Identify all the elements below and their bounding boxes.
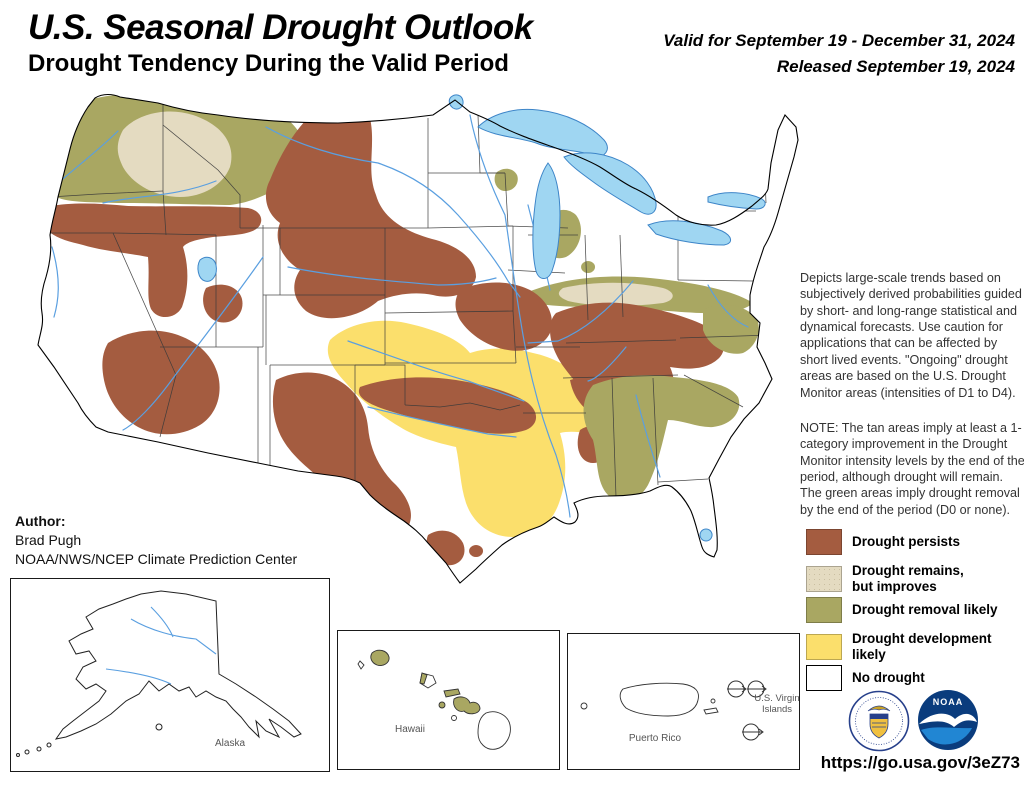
shield-icon [869, 713, 889, 739]
island-vieques [703, 707, 719, 715]
drought-persists-regions [42, 118, 724, 566]
virgin-islands-label: U.S. Virgin Islands [754, 693, 800, 716]
island-kauai [370, 649, 390, 666]
department-of-commerce-seal [848, 690, 910, 752]
outlook-description: Depicts large-scale trends based on subj… [800, 271, 1022, 400]
island-lanai [438, 701, 446, 709]
info-url: https://go.usa.gov/3eZ73 [820, 753, 1020, 772]
legend-swatch-improves [806, 565, 842, 592]
author-name: Brad Pugh [15, 531, 82, 548]
lake-of-the-woods [448, 94, 464, 110]
hawaii-map [357, 649, 511, 750]
legend-swatch-development [806, 633, 842, 660]
alaska-rivers [105, 606, 217, 685]
island-kahoolawe [451, 715, 457, 721]
lake-michigan [532, 162, 561, 279]
lake-okeechobee [699, 528, 713, 542]
valid-period-line: Valid for September 19 - December 31, 20… [663, 31, 1015, 50]
island-niihau [357, 660, 365, 670]
legend-swatch-no-drought [806, 665, 842, 691]
author-organization: NOAA/NWS/NCEP Climate Prediction Center [15, 550, 298, 567]
island-maui [453, 696, 481, 715]
puerto-rico-inset [567, 633, 800, 770]
legend-item-removal: Drought removal likely [806, 597, 998, 623]
lake-huron [563, 152, 657, 215]
island-culebra [710, 698, 716, 704]
valid-period-block: Valid for September 19 - December 31, 20… [560, 28, 1015, 79]
author-label: Author: [15, 513, 66, 529]
lake-ontario [707, 192, 766, 210]
legend-swatch-persists [806, 529, 842, 555]
state-borders [48, 99, 771, 498]
great-salt-lake [197, 256, 217, 282]
outlook-note: NOTE: The tan areas imply at least a 1-c… [800, 421, 1024, 517]
conus-map [37, 93, 799, 584]
noaa-logo: NOAA [918, 690, 978, 750]
legend-label-development: Drought development likely [852, 631, 992, 662]
rivers [51, 114, 749, 518]
island-mona [580, 702, 588, 710]
eagle-icon [867, 705, 891, 712]
legend-label-no-drought: No drought [852, 670, 925, 686]
virgin-islands-markers [727, 680, 767, 741]
alaska-outline [54, 590, 302, 740]
puerto-rico-label: Puerto Rico [628, 733, 682, 744]
legend-label-improves: Drought remains, but improves [852, 563, 964, 594]
legend-item-development: Drought development likely [806, 631, 1022, 662]
puerto-rico-map [580, 680, 767, 741]
hawaii-label: Hawaii [394, 724, 425, 735]
noaa-logo-text: NOAA [933, 697, 964, 707]
aleutian-islands [16, 723, 163, 757]
release-date-line: Released September 19, 2024 [776, 56, 1015, 76]
hawaii-inset [337, 630, 560, 770]
lake-erie [647, 220, 731, 246]
legend-label-removal: Drought removal likely [852, 602, 998, 618]
page-title: U.S. Seasonal Drought Outlook [28, 8, 533, 47]
island-molokai [443, 688, 461, 698]
legend-item-persists: Drought persists [806, 529, 960, 555]
alaska-inset [10, 578, 330, 772]
author-block: Author: Brad Pugh NOAA/NWS/NCEP Climate … [15, 512, 297, 569]
alaska-map [16, 590, 302, 757]
noaa-gull-icon [919, 713, 977, 727]
page-subtitle: Drought Tendency During the Valid Period [28, 50, 509, 77]
legend-item-improves: Drought remains, but improves [806, 563, 964, 594]
legend-swatch-removal [806, 597, 842, 623]
lake-superior [477, 108, 608, 158]
island-puerto-rico [619, 682, 699, 717]
legend-item-no-drought: No drought [806, 665, 925, 691]
island-hawaii [477, 711, 511, 750]
great-lakes [197, 94, 766, 542]
island-oahu-olive [419, 672, 428, 685]
legend-label-persists: Drought persists [852, 534, 961, 550]
alaska-label: Alaska [214, 738, 245, 749]
